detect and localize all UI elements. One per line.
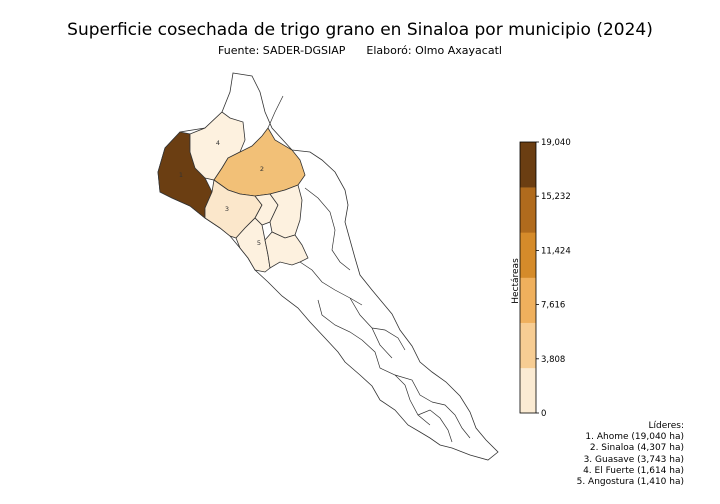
colorbar-tick-label: 3,808 — [541, 355, 565, 365]
colorbar-tick-label: 11,424 — [541, 246, 571, 256]
el-fuerte-rank-label: 4 — [216, 139, 220, 147]
guasave-rank-label: 3 — [225, 205, 229, 213]
colorbar-segment — [520, 142, 536, 188]
colorbar-tick-label: 0 — [541, 409, 546, 419]
colorbar-segment — [520, 277, 536, 323]
leader-item: 5. Angostura (1,410 ha) — [576, 477, 684, 488]
colorbar-segment — [520, 187, 536, 233]
colorbar-segment — [520, 232, 536, 278]
colorbar-segment — [520, 367, 536, 414]
leaders-legend: Líderes: 1. Ahome (19,040 ha) 2. Sinaloa… — [577, 421, 684, 488]
leader-item: 3. Guasave (3,743 ha) — [583, 454, 684, 465]
leader-item: 2. Sinaloa (4,307 ha) — [589, 443, 684, 454]
leaders-title: Líderes: — [648, 421, 684, 431]
colorbar-tick-label: 15,232 — [541, 192, 571, 202]
sinaloa-rank-label: 2 — [260, 165, 264, 173]
colorbar-tick-label: 19,040 — [541, 138, 571, 148]
map-subtitle: Fuente: SADER-DGSIAP Elaboró: Olmo Axaya… — [218, 44, 502, 57]
map-title: Superficie cosechada de trigo grano en S… — [67, 20, 653, 40]
ahome-rank-label: 1 — [179, 171, 183, 179]
leader-item: 4. El Fuerte (1,614 ha) — [583, 465, 684, 476]
colorbar-label: Hectáreas — [511, 258, 521, 304]
muni-border — [267, 95, 471, 443]
colorbar: 0 3,808 7,616 11,424 15,232 19,040 — [519, 138, 571, 419]
angostura-rank-label: 5 — [257, 239, 261, 247]
colorbar-segment — [520, 322, 536, 369]
leader-item: 1. Ahome (19,040 ha) — [585, 432, 684, 443]
colorbar-tick-label: 7,616 — [541, 301, 565, 311]
municipio-badiraguato — [264, 231, 309, 269]
colorbar-frame — [519, 141, 537, 414]
